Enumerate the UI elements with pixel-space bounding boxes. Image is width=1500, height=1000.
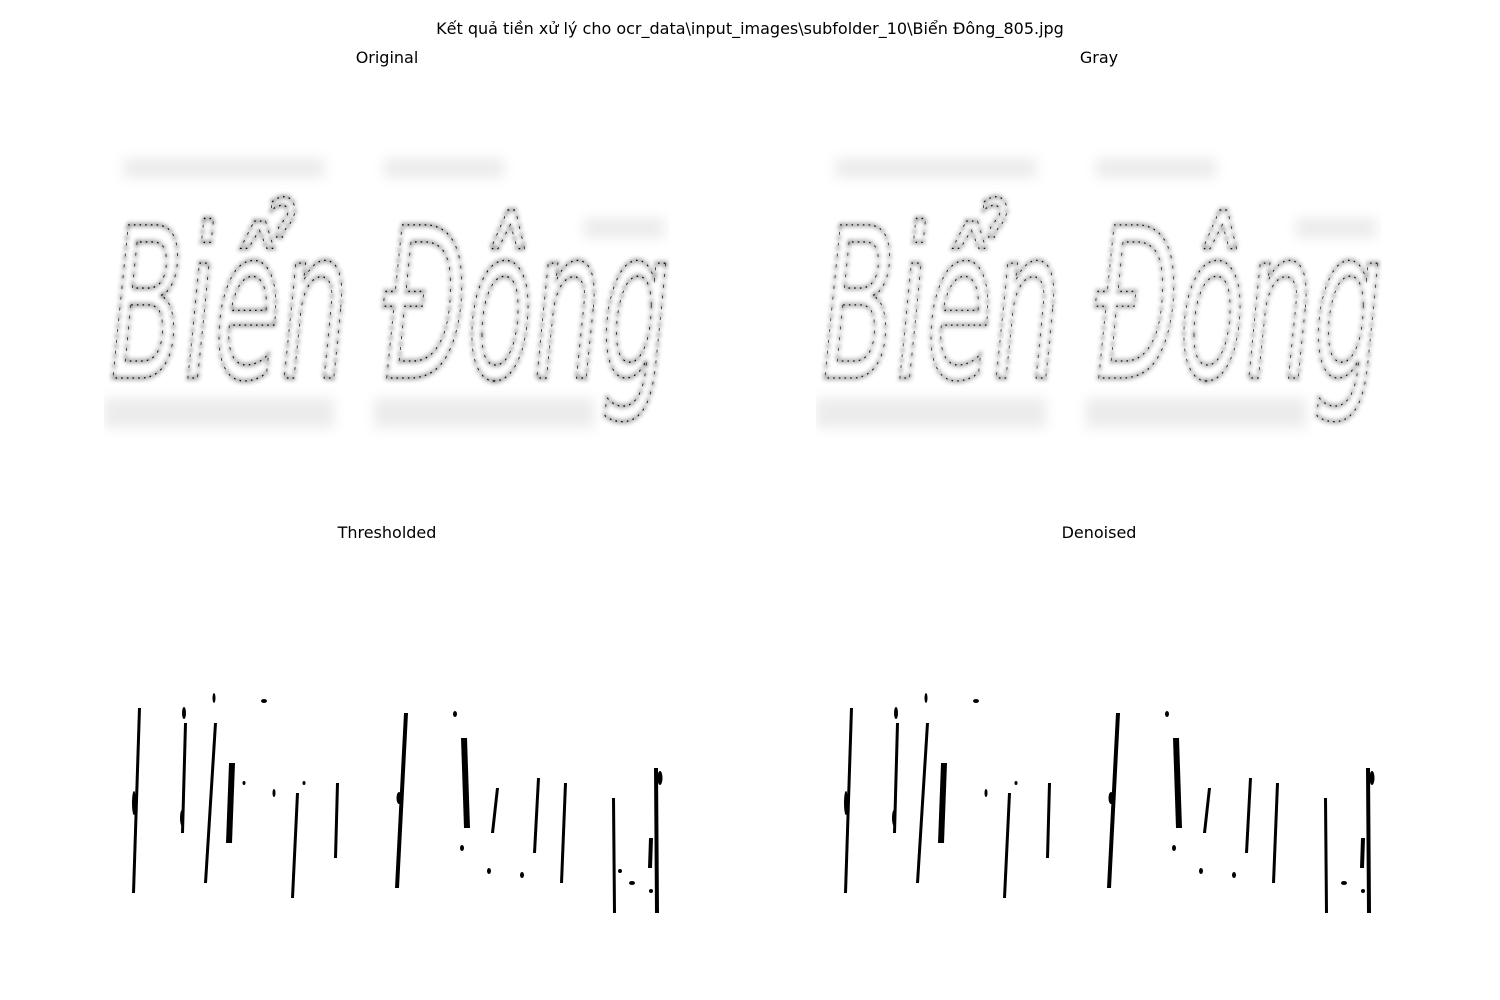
panel-original: Original Biển Đông Biển Đông (104, 48, 670, 508)
gray-word-render: Biển Đông (822, 183, 1382, 428)
panel-gray: Gray Biển Đông Biển Đông (816, 48, 1382, 508)
panel-denoised: Denoised (816, 523, 1382, 983)
original-word-render: Biển Đông (110, 183, 670, 428)
panel-thresholded: Thresholded (104, 523, 670, 983)
thresholded-image-canvas (132, 693, 663, 913)
gray-word-edges: Biển Đông (822, 183, 1382, 428)
panel-title-gray: Gray (1079, 48, 1119, 67)
gray-background-noise (816, 158, 1376, 428)
threshold-strokes (132, 693, 663, 913)
thresholded-image (104, 553, 670, 973)
panel-title-original: Original (355, 48, 419, 67)
gray-image: Biển Đông Biển Đông (816, 78, 1382, 498)
panel-title-denoised: Denoised (1061, 523, 1137, 542)
figure-title: Kết quả tiền xử lý cho ocr_data\input_im… (436, 19, 1064, 38)
gray-image-canvas: Biển Đông Biển Đông (816, 158, 1382, 430)
denoised-strokes (844, 693, 1375, 913)
background-noise (104, 158, 664, 428)
original-image-canvas: Biển Đông Biển Đông (104, 158, 670, 430)
denoised-image (816, 553, 1382, 973)
denoised-image-canvas (844, 693, 1375, 913)
original-image: Biển Đông Biển Đông (104, 78, 670, 498)
original-word-edges: Biển Đông (110, 183, 670, 428)
panel-title-thresholded: Thresholded (337, 523, 437, 542)
